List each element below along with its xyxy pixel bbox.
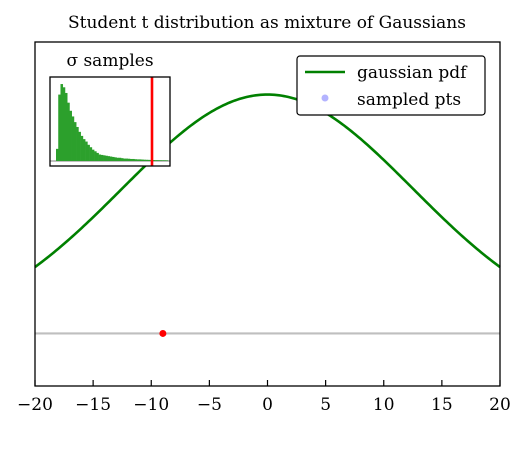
inset-histogram-bar <box>69 110 72 161</box>
inset-histogram-bar <box>147 159 151 161</box>
inset-histogram-bar <box>156 160 160 161</box>
inset-histogram-bar <box>71 116 75 161</box>
inset-histogram-bar <box>62 87 66 161</box>
inset-histogram-bar <box>109 156 113 161</box>
inset-histogram: σ samples <box>49 51 171 167</box>
inset-histogram-bar <box>112 156 115 161</box>
curve-layer <box>34 93 501 269</box>
inset-title: σ samples <box>66 51 153 71</box>
inset-histogram-bar <box>107 156 111 161</box>
inset-histogram-bar <box>116 157 120 161</box>
legend-label-sampled-pts: sampled pts <box>357 90 461 110</box>
inset-histogram-bar <box>87 144 90 161</box>
inset-histogram-bar <box>80 135 84 161</box>
inset-histogram-bar <box>91 149 95 161</box>
x-tick-label: −10 <box>133 395 169 415</box>
inset-histogram-bar <box>100 154 104 162</box>
inset-histogram-bar <box>154 160 158 161</box>
inset-histogram-bar <box>103 155 106 161</box>
x-tick-label: 10 <box>373 395 395 415</box>
inset-histogram-bar <box>89 147 93 161</box>
chart-title: Student t distribution as mixture of Gau… <box>68 13 466 33</box>
inset-histogram-bar <box>85 141 88 161</box>
inset-histogram-bar <box>76 126 79 161</box>
inset-histogram-bar <box>98 154 102 161</box>
inset-histogram-bar <box>152 160 155 161</box>
inset-histogram-bar <box>129 158 133 161</box>
inset-histogram-bar <box>118 157 122 161</box>
sampled-point <box>159 329 167 337</box>
inset-histogram-bar <box>120 158 124 161</box>
inset-histogram-bar <box>125 158 128 161</box>
x-tick-label: 15 <box>431 395 453 415</box>
inset-histogram-bar <box>145 159 149 161</box>
plot-area <box>34 93 501 337</box>
inset-histogram-bar <box>96 152 99 161</box>
inset-histogram-bar <box>159 160 162 161</box>
inset-histogram-bar <box>132 158 135 161</box>
inset-histogram-bar <box>94 151 97 161</box>
x-tick-label: −20 <box>17 395 53 415</box>
inset-histogram-bar <box>78 131 81 161</box>
inset-histogram-bar <box>105 155 108 162</box>
inset-histogram-bar <box>73 122 77 161</box>
inset-histogram-bar <box>161 160 164 161</box>
x-tick-label: −5 <box>197 395 222 415</box>
legend-dot-marker <box>321 94 329 102</box>
x-tick-label: 5 <box>320 395 331 415</box>
legend: gaussian pdf sampled pts <box>296 55 486 116</box>
inset-histogram-bar <box>127 158 131 161</box>
inset-histogram-bar <box>165 160 169 161</box>
inset-histogram-bar <box>138 159 142 161</box>
x-tick-label: 0 <box>262 395 273 415</box>
x-tick-label: 20 <box>489 395 511 415</box>
inset-histogram-bar <box>136 159 140 161</box>
inset-histogram-bar <box>58 94 61 161</box>
inset-histogram-bar <box>64 92 68 161</box>
x-tick-label: −15 <box>75 395 111 415</box>
x-axis: −20 −15 −10 −5 0 5 10 15 20 <box>17 380 511 415</box>
inset-histogram-bar <box>123 158 126 161</box>
inset-histogram-bar <box>163 160 167 161</box>
gaussian-pdf-line <box>34 93 501 269</box>
points-layer <box>159 329 167 337</box>
inset-frame <box>49 76 171 167</box>
inset-bars <box>50 77 170 166</box>
inset-histogram-bar <box>143 159 146 161</box>
inset-histogram-bar <box>56 148 59 161</box>
inset-histogram-bar <box>60 84 64 161</box>
inset-histogram-bar <box>141 159 144 161</box>
inset-histogram-bar <box>114 157 117 161</box>
legend-label-gaussian-pdf: gaussian pdf <box>357 63 468 83</box>
inset-histogram-bar <box>67 102 70 161</box>
inset-histogram-bar <box>82 139 86 161</box>
inset-histogram-bar <box>134 159 137 161</box>
